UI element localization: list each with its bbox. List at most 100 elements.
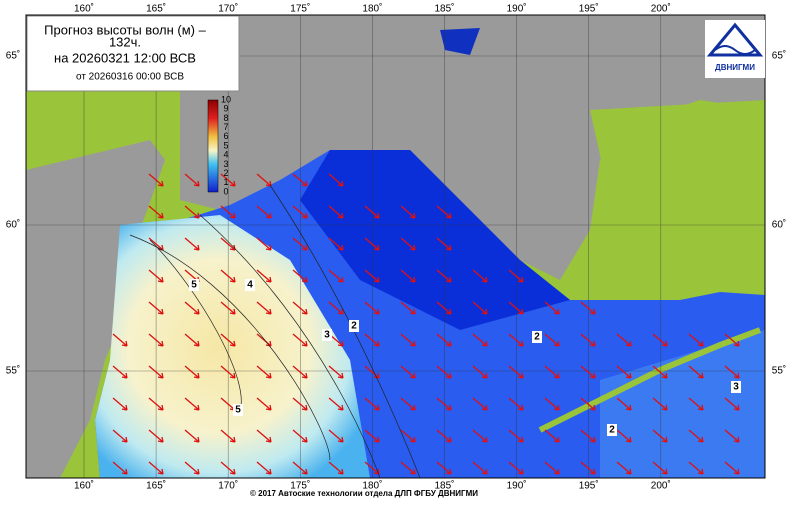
lon-label: 175˚: [290, 480, 310, 492]
lat-label: 65˚: [772, 50, 786, 62]
title-line: от 20260316 00:00 ВСВ: [76, 72, 184, 83]
wave-arrow: [328, 237, 344, 251]
wave-arrow: [472, 333, 488, 347]
wave-arrow: [364, 397, 380, 411]
wave-arrow: [220, 237, 236, 251]
lake: [440, 28, 480, 55]
lat-label: 55˚: [6, 365, 20, 377]
wave-arrow: [400, 333, 416, 347]
wave-arrow: [184, 461, 200, 475]
lon-label: 170˚: [218, 480, 238, 492]
wave-arrow: [724, 397, 740, 411]
wave-arrow: [328, 173, 344, 187]
wave-arrow: [292, 269, 308, 283]
colorbar-label: 2: [223, 168, 228, 178]
wave-arrow: [544, 461, 560, 475]
contour-label: 3: [324, 330, 330, 341]
wave-arrow: [400, 237, 416, 251]
wave-arrow: [220, 269, 236, 283]
wave-arrow: [112, 365, 128, 379]
colorbar-label: 4: [223, 150, 228, 160]
lon-label: 190˚: [507, 480, 527, 492]
contour-label-bg: [189, 279, 199, 291]
wave-arrow: [508, 461, 524, 475]
contour-label: 2: [609, 425, 615, 436]
logo-icon: [706, 22, 764, 57]
footer: © 2017 Автоские технологии отдела ДЛП ФГ…: [250, 489, 478, 498]
sea-mid: [600, 330, 765, 478]
contour-label: 2: [534, 332, 540, 343]
wave-arrow: [688, 429, 704, 443]
wave-arrow: [184, 205, 200, 219]
wave-arrow: [472, 269, 488, 283]
wave-arrow: [544, 301, 560, 315]
lon-label: 200˚: [651, 3, 671, 15]
land-gray: [180, 15, 765, 280]
lon-label: 190˚: [507, 3, 527, 15]
wave-arrow: [652, 429, 668, 443]
logo-text: ДВНИГМИ: [715, 63, 755, 72]
lon-label: 195˚: [579, 480, 599, 492]
colorbar: [207, 99, 219, 193]
wave-arrow: [256, 237, 272, 251]
wave-arrow: [256, 333, 272, 347]
title-box: [26, 15, 240, 92]
wave-arrow: [256, 301, 272, 315]
wave-arrow: [472, 429, 488, 443]
wave-arrow: [616, 429, 632, 443]
wave-arrow: [148, 173, 164, 187]
arrows: [112, 173, 740, 475]
colorbar-label: 9: [223, 104, 228, 114]
wave-arrow: [328, 205, 344, 219]
wave-arrow: [436, 333, 452, 347]
lat-label: 60˚: [6, 219, 20, 231]
wave-arrow: [112, 429, 128, 443]
lon-label: 175˚: [290, 3, 310, 15]
wave-arrow: [220, 301, 236, 315]
wave-arrow: [508, 397, 524, 411]
wave-arrow: [400, 429, 416, 443]
lon-label: 160˚: [74, 3, 94, 15]
wave-arrow: [112, 461, 128, 475]
wave-arrow: [328, 269, 344, 283]
wave-arrow: [616, 397, 632, 411]
wave-arrow: [724, 333, 740, 347]
wave-arrow: [364, 205, 380, 219]
wave-arrow: [364, 333, 380, 347]
land-alaska: [590, 100, 765, 300]
wave-arrow: [652, 397, 668, 411]
wave-arrow: [292, 429, 308, 443]
contour-line: [199, 214, 381, 479]
high-waves: [95, 215, 370, 478]
wave-arrow: [544, 397, 560, 411]
wave-arrow: [148, 429, 164, 443]
lon-label: 165˚: [146, 480, 166, 492]
wave-arrow: [688, 365, 704, 379]
wave-arrow: [544, 365, 560, 379]
wave-arrow: [148, 461, 164, 475]
wave-arrow: [508, 333, 524, 347]
sea-deep: [300, 150, 570, 330]
wave-arrow: [184, 173, 200, 187]
wave-arrow: [436, 237, 452, 251]
wave-arrow: [436, 461, 452, 475]
wave-arrow: [400, 301, 416, 315]
wave-arrow: [220, 173, 236, 187]
contour-label-bg: [349, 320, 359, 332]
wave-arrow: [328, 397, 344, 411]
wave-arrow: [724, 429, 740, 443]
wave-arrow: [580, 333, 596, 347]
wave-arrow: [544, 429, 560, 443]
wave-arrow: [580, 397, 596, 411]
colorbar-label: 7: [223, 122, 228, 132]
title-line: Прогноз высоты волн (м) –: [44, 22, 206, 37]
wave-arrow: [652, 461, 668, 475]
contour-label: 3: [733, 382, 739, 393]
lat-label: 65˚: [6, 50, 20, 62]
contour-label: 4: [247, 280, 253, 291]
contour-label-bg: [233, 404, 243, 416]
colorbar-label: 6: [223, 131, 228, 141]
wave-arrow: [256, 205, 272, 219]
wave-arrow: [544, 333, 560, 347]
wave-arrow: [688, 461, 704, 475]
